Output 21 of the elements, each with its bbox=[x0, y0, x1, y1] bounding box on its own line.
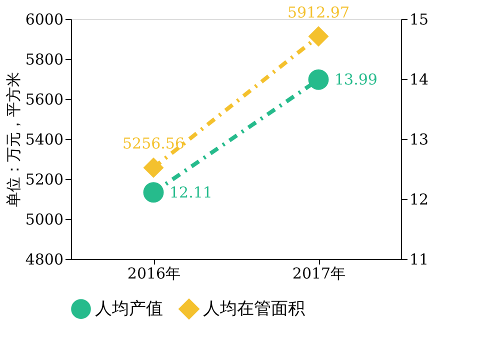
y-tick-label: 4800 bbox=[25, 250, 64, 268]
data-label: 5256.56 bbox=[122, 134, 185, 153]
y-tick-label: 5200 bbox=[25, 170, 64, 188]
legend-label: 人均产值 bbox=[95, 299, 163, 320]
y-tick-label: 5000 bbox=[25, 210, 64, 228]
y2-tick-label: 15 bbox=[410, 10, 429, 28]
y2-tick-label: 13 bbox=[410, 130, 429, 148]
y-tick-label: 6000 bbox=[25, 10, 64, 28]
y2-tick-label: 11 bbox=[410, 250, 429, 268]
legend-label: 人均在管面积 bbox=[203, 299, 305, 320]
y-tick-label: 5600 bbox=[25, 90, 64, 108]
y2-tick-label: 12 bbox=[410, 190, 429, 208]
x-tick-label: 2016年 bbox=[127, 264, 181, 282]
data-label: 13.99 bbox=[334, 70, 378, 89]
x-tick-label: 2017年 bbox=[292, 264, 346, 282]
data-label: 12.11 bbox=[170, 183, 212, 202]
y2-tick-label: 14 bbox=[410, 70, 429, 88]
y-tick-label: 5800 bbox=[25, 50, 64, 68]
y-tick-label: 5400 bbox=[25, 130, 64, 148]
data-label: 5912.97 bbox=[287, 3, 350, 22]
y-axis-title: 单位：万元，平方米 bbox=[4, 72, 22, 207]
